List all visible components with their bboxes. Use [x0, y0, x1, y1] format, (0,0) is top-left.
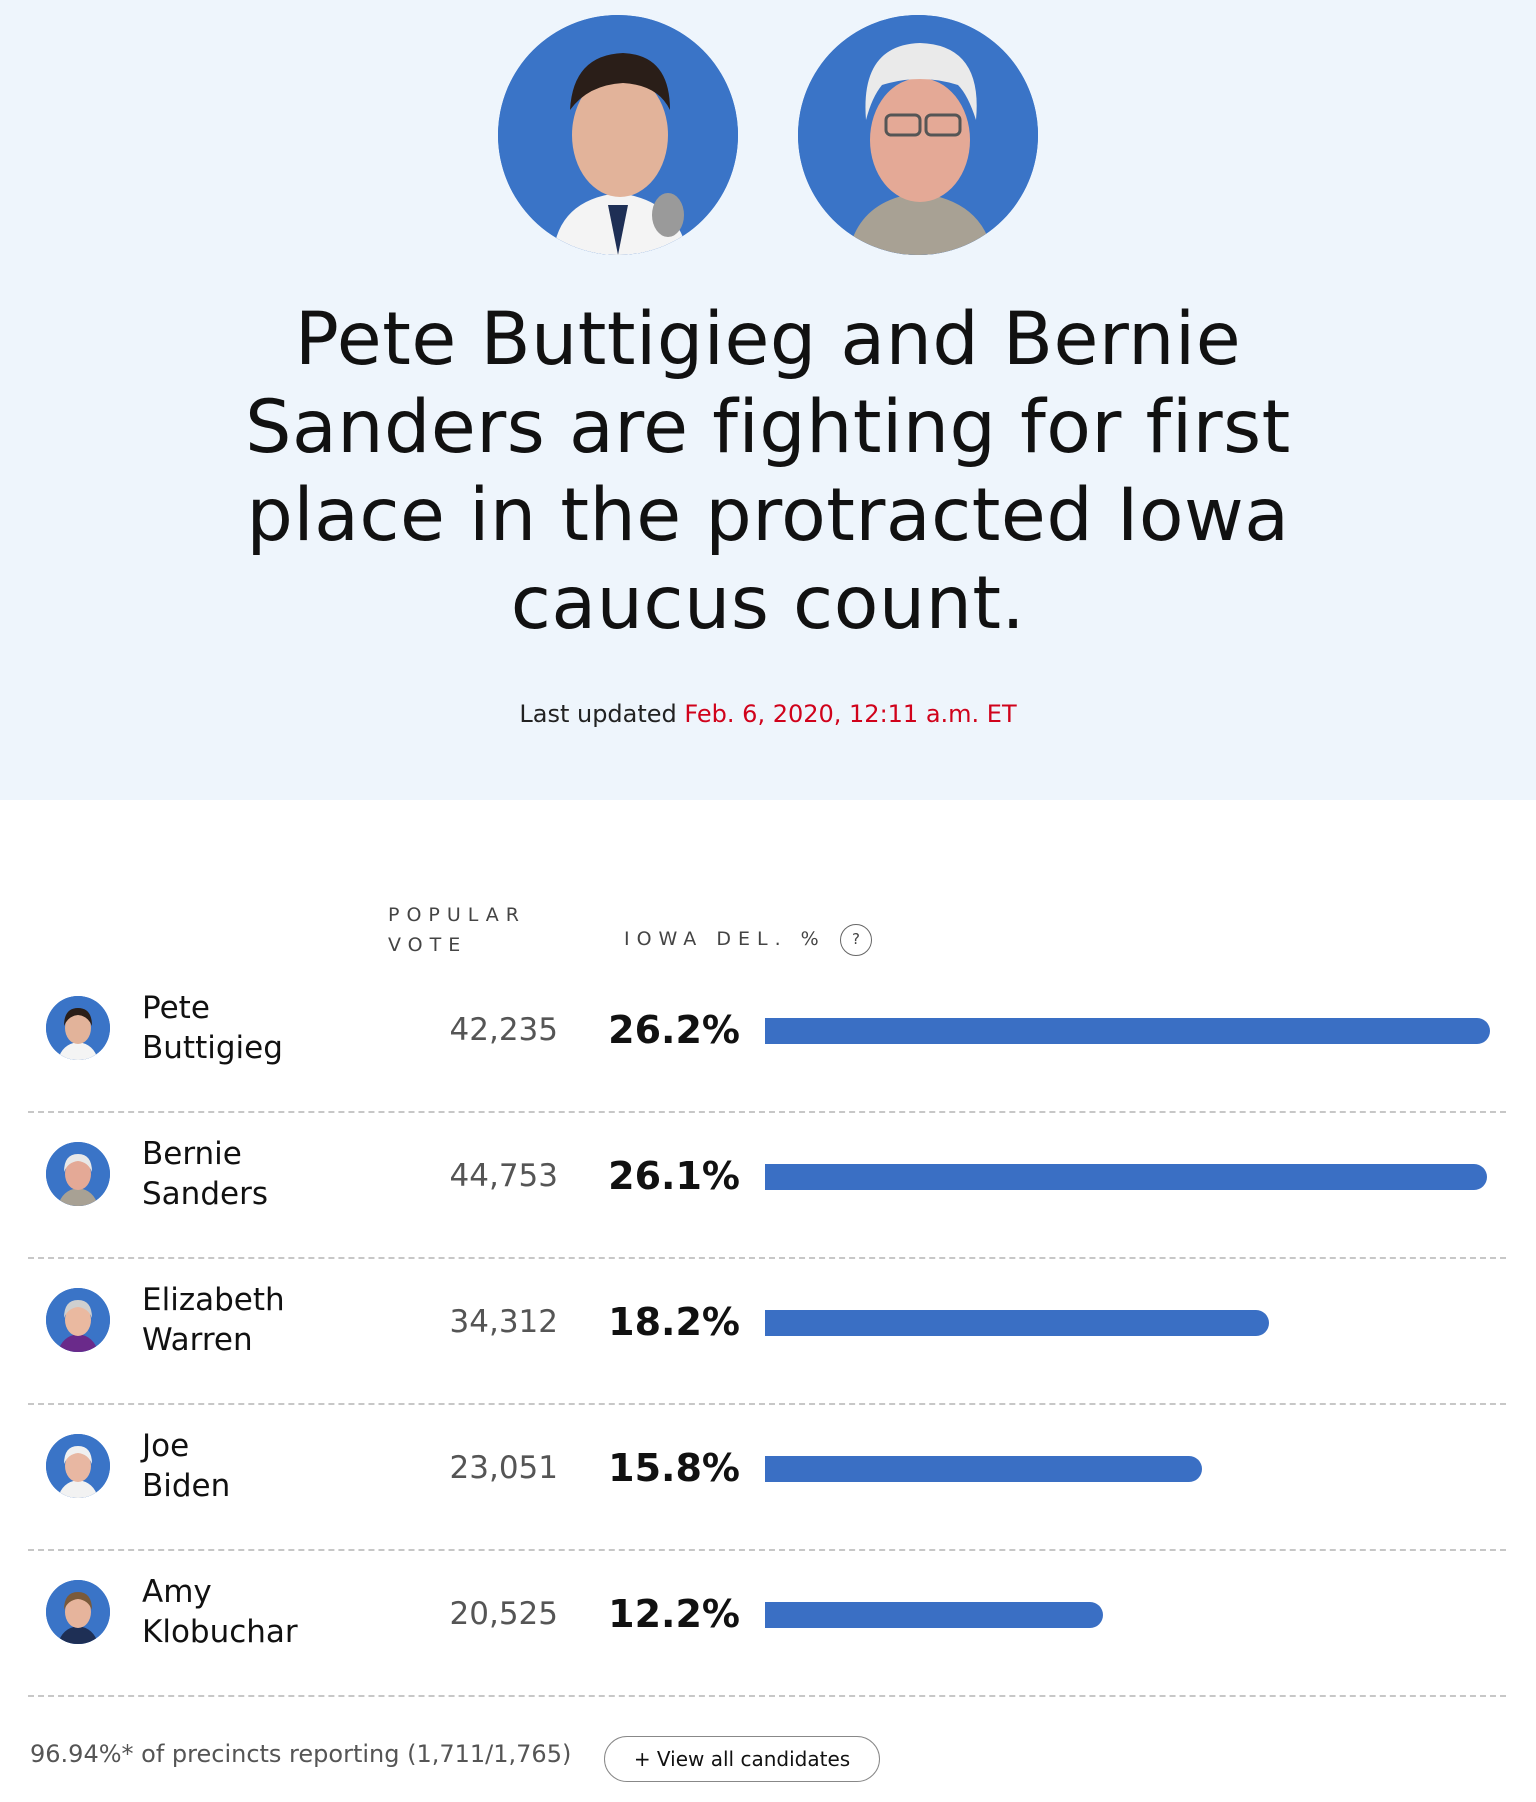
candidate-last-name: Klobuchar [142, 1614, 298, 1650]
last-updated: Last updated Feb. 6, 2020, 12:11 a.m. ET [0, 700, 1536, 728]
popular-vote-header-line1: POPULAR [388, 904, 526, 926]
popular-vote-value: 20,525 [449, 1596, 558, 1632]
popular-vote-header-line2: VOTE [388, 934, 468, 956]
candidate-first-name: Elizabeth [142, 1282, 285, 1318]
portrait-illustration-icon [46, 996, 110, 1060]
candidate-name: Elizabeth Warren [142, 1280, 285, 1360]
candidate-last-name: Sanders [142, 1176, 268, 1212]
delegate-pct-value: 26.1% [608, 1154, 740, 1198]
table-row: Joe Biden 23,051 15.8% [0, 1418, 1536, 1564]
portrait-illustration-icon [498, 15, 738, 255]
candidate-last-name: Warren [142, 1322, 253, 1358]
candidate-avatar [46, 1580, 110, 1644]
candidate-first-name: Pete [142, 990, 210, 1026]
sanders-photo [798, 15, 1038, 255]
delegate-pct-header: IOWA DEL. % [624, 928, 826, 950]
candidate-avatar [46, 1142, 110, 1206]
portrait-illustration-icon [46, 1434, 110, 1498]
candidate-last-name: Buttigieg [142, 1030, 283, 1066]
table-row: Elizabeth Warren 34,312 18.2% [0, 1272, 1536, 1418]
view-all-candidates-button[interactable]: + View all candidates [604, 1736, 880, 1782]
popular-vote-value: 44,753 [449, 1158, 558, 1194]
candidate-name: Pete Buttigieg [142, 988, 283, 1068]
delegate-bar-track [765, 1602, 1490, 1628]
candidate-name: Bernie Sanders [142, 1134, 268, 1214]
table-row: Bernie Sanders 44,753 26.1% [0, 1126, 1536, 1272]
popular-vote-value: 23,051 [449, 1450, 558, 1486]
candidate-first-name: Joe [142, 1428, 190, 1464]
candidate-avatar [46, 1288, 110, 1352]
portrait-illustration-icon [46, 1142, 110, 1206]
candidate-first-name: Bernie [142, 1136, 242, 1172]
candidate-avatar [46, 1434, 110, 1498]
delegate-bar [765, 1164, 1488, 1190]
delegate-pct-value: 12.2% [608, 1592, 740, 1636]
delegate-bar-track [765, 1164, 1490, 1190]
buttigieg-photo [498, 15, 738, 255]
delegate-pct-value: 26.2% [608, 1008, 740, 1052]
delegate-pct-value: 15.8% [608, 1446, 740, 1490]
table-row: Pete Buttigieg 42,235 26.2% [0, 980, 1536, 1126]
row-divider [28, 1695, 1506, 1697]
candidate-first-name: Amy [142, 1574, 212, 1610]
candidate-name: Joe Biden [142, 1426, 230, 1506]
last-updated-label: Last updated [519, 700, 677, 728]
row-divider [28, 1111, 1506, 1113]
portrait-illustration-icon [46, 1580, 110, 1644]
popular-vote-value: 42,235 [449, 1012, 558, 1048]
hero-section: Pete Buttigieg and Bernie Sanders are fi… [0, 0, 1536, 800]
candidate-last-name: Biden [142, 1468, 231, 1504]
row-divider [28, 1549, 1506, 1551]
delegate-bar [765, 1018, 1490, 1044]
delegate-bar-track [765, 1456, 1490, 1482]
headline: Pete Buttigieg and Bernie Sanders are fi… [245, 297, 1291, 646]
delegate-bar [765, 1602, 1103, 1628]
last-updated-time: Feb. 6, 2020, 12:11 a.m. ET [684, 700, 1017, 728]
candidate-avatar [46, 996, 110, 1060]
row-divider [28, 1257, 1506, 1259]
delegate-bar [765, 1310, 1269, 1336]
delegate-bar-track [765, 1310, 1490, 1336]
delegate-bar [765, 1456, 1203, 1482]
delegate-bar-track [765, 1018, 1490, 1044]
portrait-illustration-icon [798, 15, 1038, 255]
help-icon[interactable]: ? [840, 924, 872, 956]
table-row: Amy Klobuchar 20,525 12.2% [0, 1564, 1536, 1710]
portrait-illustration-icon [46, 1288, 110, 1352]
popular-vote-value: 34,312 [449, 1304, 558, 1340]
precincts-reporting: 96.94%* of precincts reporting (1,711/1,… [30, 1740, 572, 1768]
candidate-name: Amy Klobuchar [142, 1572, 298, 1652]
popular-vote-header: POPULAR VOTE [388, 900, 526, 960]
delegate-pct-value: 18.2% [608, 1300, 740, 1344]
row-divider [28, 1403, 1506, 1405]
